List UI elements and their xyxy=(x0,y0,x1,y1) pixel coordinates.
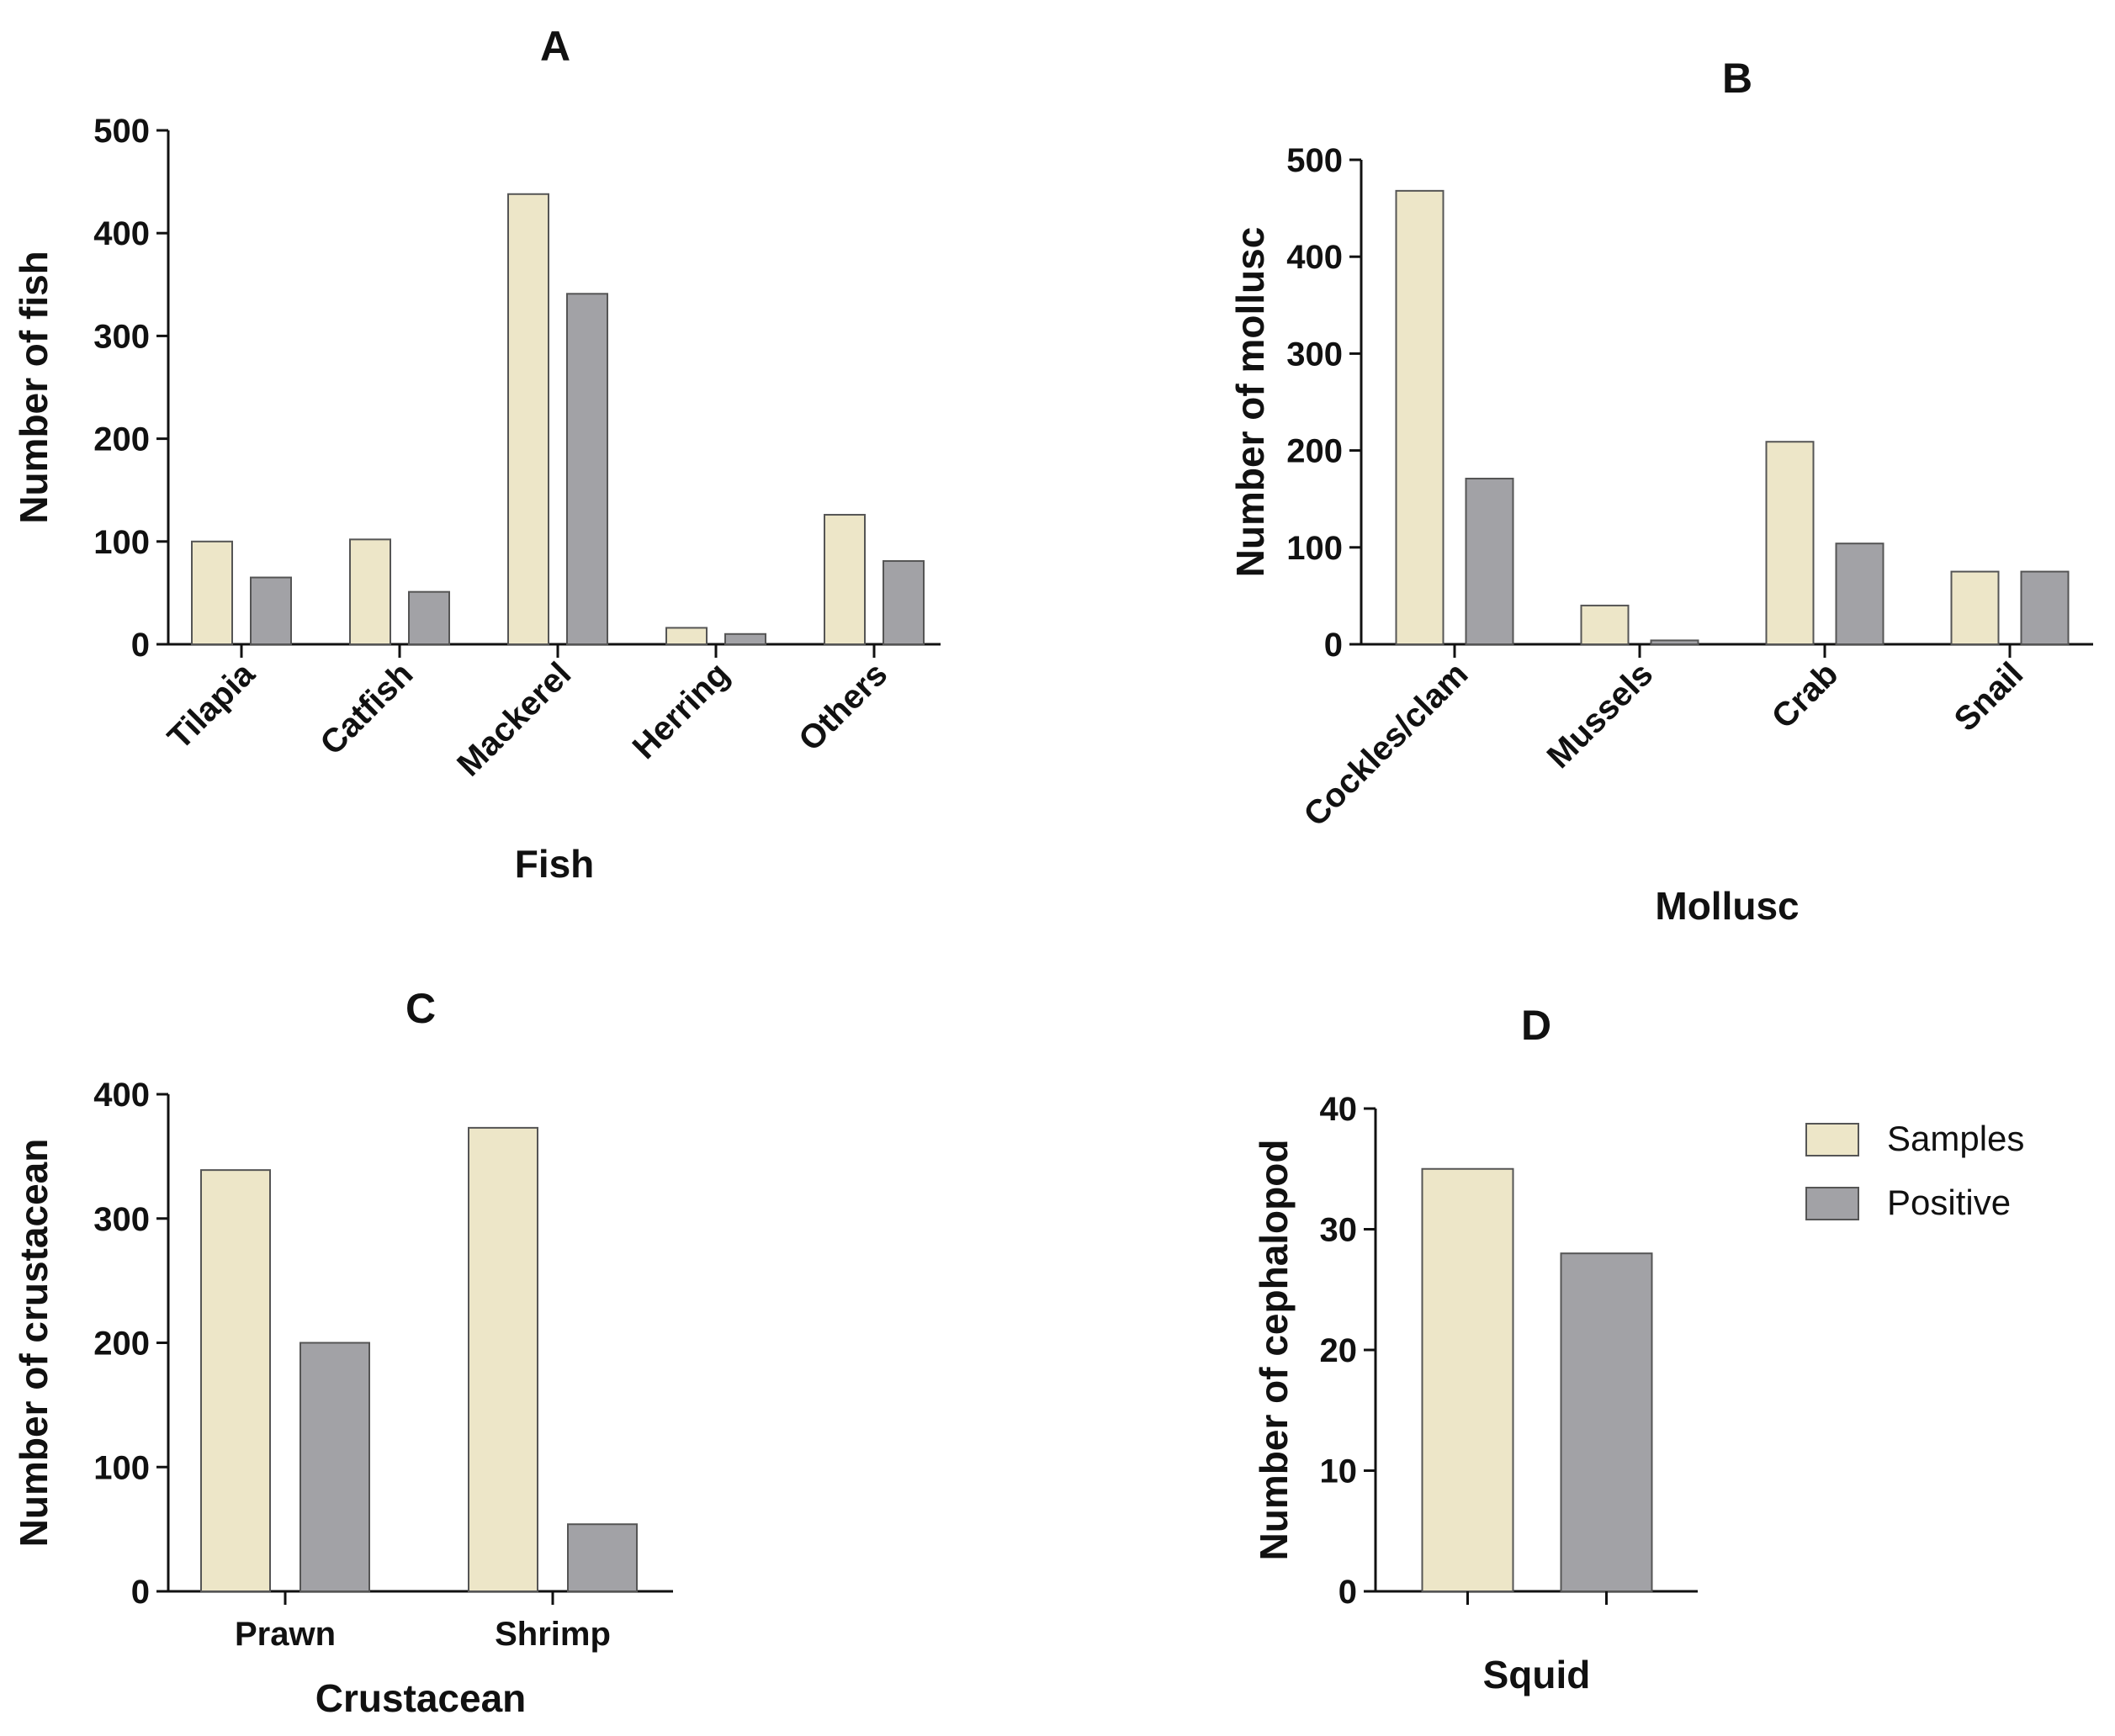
panel-d-bar-positive: Positive: 28 xyxy=(1560,1252,1653,1592)
panel-c-y-axis-label: Number of crustacean xyxy=(12,1139,56,1548)
panel-d-y-axis-label: Number of cephalopod xyxy=(1252,1140,1296,1561)
panel-b-y-tick-label: 300 xyxy=(1286,336,1343,373)
panel-c-bar-samples: Shrimp — Samples: 373 xyxy=(468,1126,538,1592)
panel-a-bar-positive: Others — Positive: 81 xyxy=(883,560,925,646)
legend-label-positive: Positive xyxy=(1887,1183,2011,1222)
panel-a-bar-positive: Mackerel — Positive: 341 xyxy=(566,293,608,645)
panel-a-y-tick-label: 0 xyxy=(131,627,150,664)
panel-b-bar-samples: Cockles/clam — Samples: 468 xyxy=(1395,189,1444,645)
panel-d-y-tick-label: 0 xyxy=(1338,1574,1357,1611)
panel-a-category-label: Mackerel xyxy=(450,655,578,783)
panel-b-category-label: Cockles/clam xyxy=(1296,655,1475,834)
panel-b-bar-samples: Crab — Samples: 209 xyxy=(1765,441,1815,645)
panel-a-bar-samples: Tilapia — Samples: 100 xyxy=(191,540,233,645)
panel-a-title: A xyxy=(540,23,570,70)
panel-a-y-axis-label: Number of fish xyxy=(12,251,56,524)
panel-b-y-tick-label: 100 xyxy=(1286,530,1343,567)
panel-c-category-label: Prawn xyxy=(235,1616,336,1653)
panel-b-y-tick-label: 0 xyxy=(1324,627,1343,664)
panel-a-category-label: Herring xyxy=(626,655,737,766)
panel-b-category-label: Snail xyxy=(1948,655,2031,738)
panel-a-y-tick-label: 100 xyxy=(93,524,150,561)
panel-a-y-tick-label: 300 xyxy=(93,318,150,355)
panel-a-bar-samples: Mackerel — Samples: 438 xyxy=(507,193,549,646)
panel-c-title: C xyxy=(406,985,436,1032)
panel-b-bar-samples: Mussels — Samples: 40 xyxy=(1580,604,1630,645)
panel-b: B 0 100 200 300 400 500 Number of mollusc Mollus… xyxy=(1228,55,2093,928)
panel-a-y-tick-label: 400 xyxy=(93,215,150,252)
panel-c-y-tick-label: 200 xyxy=(93,1326,150,1363)
panel-d: D 0 10 20 30 40 Number of cephalopod Squid Sampl… xyxy=(1252,1002,1698,1696)
panel-b-y-tick-label: 200 xyxy=(1286,433,1343,470)
panel-c-y-tick-label: 100 xyxy=(93,1449,150,1486)
panel-c-category-label: Shrimp xyxy=(495,1616,611,1653)
panel-a-bar-positive: Tilapia — Positive: 65 xyxy=(250,576,292,646)
panel-b-bar-positive: Cockles/clam — Positive: 171 xyxy=(1465,478,1514,645)
legend: Samples Positive xyxy=(1805,1119,2024,1222)
panel-a-category-label: Tilapia xyxy=(161,655,262,757)
panel-a-bar-positive: Catfish — Positive: 51 xyxy=(408,590,450,645)
panel-a-bar-samples: Others — Samples: 126 xyxy=(824,514,866,646)
panel-c-y-tick-label: 0 xyxy=(131,1574,150,1611)
panel-c-x-axis-label: Crustacean xyxy=(315,1676,527,1720)
legend-label-samples: Samples xyxy=(1887,1119,2024,1158)
panel-a-y-tick-label: 200 xyxy=(93,421,150,458)
panel-b-x-axis-label: Mollusc xyxy=(1655,884,1799,928)
panel-c-y-tick-label: 300 xyxy=(93,1201,150,1238)
panel-d-y-tick-label: 20 xyxy=(1320,1332,1358,1369)
legend-swatch-samples xyxy=(1805,1123,1859,1156)
panel-c-bar-positive: Shrimp — Positive: 54 xyxy=(567,1523,638,1592)
panel-b-bar-samples: Snail — Samples: 75 xyxy=(1950,570,2000,645)
panel-d-y-tick-label: 40 xyxy=(1320,1091,1358,1128)
panel-d-y-tick-label: 30 xyxy=(1320,1212,1358,1249)
panel-b-bar-positive: Mussels — Positive: 4 xyxy=(1650,639,1699,646)
panel-c-bar-samples: Prawn — Samples: 339 xyxy=(200,1169,271,1592)
panel-c-bar-positive: Prawn — Positive: 200 xyxy=(299,1342,370,1592)
panel-a-x-axis-label: Fish xyxy=(515,842,595,886)
panel-a-category-label: Others xyxy=(792,655,894,758)
panel-b-bar-positive: Snail — Positive: 75 xyxy=(2020,570,2070,645)
panel-a: A 0 100 200 300 400 500 Number of fish Fish Tilap… xyxy=(12,23,941,886)
panel-a-bar-samples: Catfish — Samples: 102 xyxy=(349,538,391,646)
panel-d-y-tick-label: 10 xyxy=(1320,1453,1358,1490)
panel-b-category-label: Crab xyxy=(1765,655,1846,736)
panel-b-y-tick-label: 500 xyxy=(1286,142,1343,179)
panel-a-category-label: Catfish xyxy=(313,655,420,762)
panel-c-y-tick-label: 400 xyxy=(93,1077,150,1114)
panel-d-bar-samples: Samples: 35 xyxy=(1421,1167,1514,1592)
panel-d-title: D xyxy=(1521,1002,1551,1049)
panel-c: C 0 100 200 300 400 Number of crustacean Crusta… xyxy=(12,985,673,1720)
panel-b-category-label: Mussels xyxy=(1540,655,1661,775)
panel-d-x-axis-label: Squid xyxy=(1483,1653,1591,1696)
panel-b-bar-positive: Crab — Positive: 104 xyxy=(1835,542,1884,646)
panel-a-y-tick-label: 500 xyxy=(93,113,150,150)
panel-b-title: B xyxy=(1722,55,1752,102)
panel-a-bar-positive: Herring — Positive: 10 xyxy=(724,632,766,646)
panel-b-y-axis-label: Number of mollusc xyxy=(1228,227,1272,578)
legend-swatch-positive xyxy=(1805,1187,1859,1220)
panel-a-bar-samples: Herring — Samples: 16 xyxy=(665,627,708,645)
panel-b-y-tick-label: 400 xyxy=(1286,239,1343,276)
